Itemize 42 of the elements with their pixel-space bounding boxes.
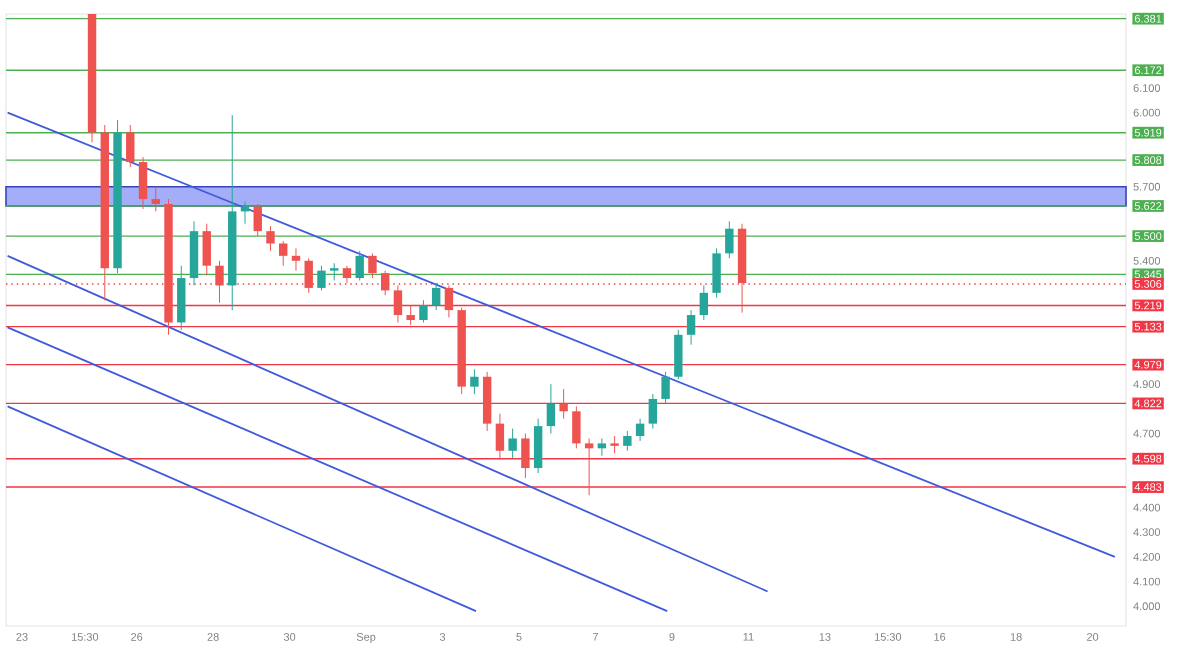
candlestick — [177, 265, 186, 331]
candlestick — [215, 260, 224, 304]
candlestick — [368, 252, 377, 279]
candlestick — [508, 428, 517, 459]
candlestick — [482, 371, 492, 432]
candlestick — [559, 388, 568, 420]
candlestick — [623, 430, 632, 452]
candlestick — [597, 437, 607, 457]
candlestick — [291, 247, 301, 272]
candlestick — [126, 124, 135, 168]
candlestick — [393, 284, 403, 323]
candlestick — [584, 437, 594, 496]
candlestick — [189, 220, 199, 286]
candlestick — [495, 413, 505, 459]
candlestick — [266, 225, 275, 252]
candlestick — [686, 309, 696, 346]
candlestick — [699, 284, 709, 321]
candlestick — [674, 329, 683, 380]
candlestick — [253, 203, 262, 237]
candlestick — [572, 405, 581, 449]
candlestick — [151, 186, 160, 212]
candlestick — [431, 282, 441, 311]
candlestick — [317, 265, 326, 291]
candlestick — [240, 201, 250, 225]
candlestick — [648, 393, 658, 430]
candlestick — [444, 284, 454, 319]
candlestick — [470, 368, 479, 395]
candlestick — [533, 418, 543, 474]
candlestick — [138, 156, 148, 210]
candlestick — [546, 383, 556, 435]
candlestick — [661, 371, 670, 405]
candlestick — [635, 418, 645, 442]
candlestick — [279, 240, 288, 267]
candlestick — [304, 257, 313, 294]
candlestick — [355, 250, 364, 282]
candlestick — [202, 223, 211, 277]
candlestick — [712, 247, 721, 299]
candlestick — [419, 299, 428, 323]
candlestick — [380, 270, 390, 296]
candlestick — [725, 220, 734, 259]
candlestick — [521, 433, 530, 479]
candlestick — [406, 304, 415, 326]
